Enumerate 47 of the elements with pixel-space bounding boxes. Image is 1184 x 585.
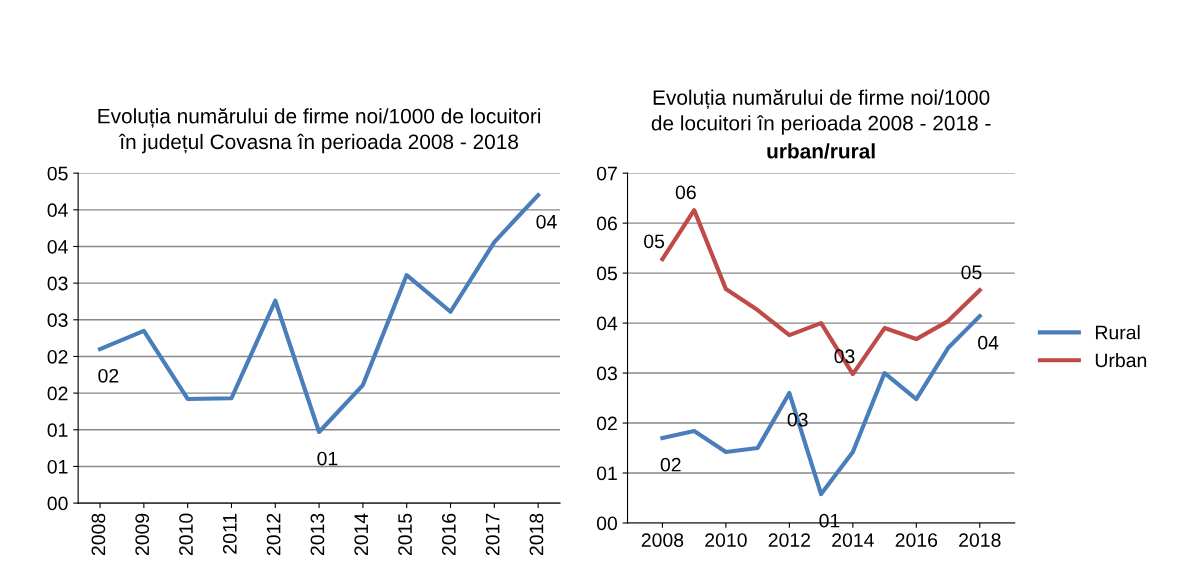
x-tick-label: 2010 — [179, 513, 193, 556]
y-tick-label: 07 — [596, 166, 617, 181]
x-tick-label: 2012 — [768, 533, 811, 547]
chart-title: Evoluția numărului de firme noi/1000 de locuitori în județul Covasna în perioada 2008 - 2018 — [98, 107, 541, 154]
y-tick-label: 01 — [596, 466, 617, 481]
data-label: 04 — [978, 335, 999, 350]
y-tick-label: 05 — [47, 166, 68, 181]
y-tick-label: 04 — [47, 203, 68, 218]
x-tick-label: 2014 — [832, 533, 874, 547]
y-tick-label: 05 — [596, 266, 617, 281]
y-tick-label: 01 — [47, 423, 68, 438]
x-tick-label: 2018 — [529, 513, 544, 556]
data-label: 02 — [660, 457, 681, 472]
data-label: 01 — [317, 451, 338, 466]
y-tick-label: 00 — [47, 496, 68, 511]
x-tick-label: 2012 — [266, 513, 281, 556]
x-tick-label: 2016 — [895, 533, 938, 547]
data-label: 02 — [98, 368, 119, 383]
y-tick-label: 03 — [596, 366, 617, 381]
x-tick-label: 2016 — [441, 513, 456, 556]
x-tick-label: 2017 — [485, 513, 500, 556]
y-tick-label: 04 — [596, 316, 618, 331]
data-label: 04 — [536, 214, 557, 229]
y-tick-label: 02 — [47, 386, 68, 401]
data-label: 06 — [675, 185, 696, 200]
y-tick-label: 01 — [47, 459, 68, 474]
x-tick-label: 2018 — [959, 533, 1001, 547]
x-tick-label: 2009 — [135, 513, 150, 556]
y-tick-label: 03 — [47, 276, 68, 291]
x-tick-label: 2008 — [91, 513, 106, 556]
chart-subtitle: urban/rural — [767, 143, 875, 159]
x-tick-label: 2010 — [705, 533, 747, 547]
x-tick-label: 2011 — [222, 513, 237, 554]
y-tick-label: 00 — [596, 516, 618, 531]
legend-label: Rural — [1095, 325, 1140, 340]
data-label: 05 — [961, 265, 982, 280]
y-tick-label: 04 — [47, 239, 68, 254]
y-tick-label: 02 — [596, 416, 617, 431]
x-tick-label: 2008 — [641, 533, 684, 547]
data-label: 05 — [644, 234, 665, 249]
y-tick-label: 02 — [47, 349, 68, 364]
x-tick-label: 2013 — [310, 513, 325, 556]
y-tick-label: 03 — [47, 313, 68, 328]
x-tick-label: 2014 — [354, 513, 369, 556]
x-tick-label: 2015 — [398, 513, 412, 556]
y-tick-label: 06 — [596, 216, 617, 231]
legend-label: Urban — [1095, 352, 1147, 368]
